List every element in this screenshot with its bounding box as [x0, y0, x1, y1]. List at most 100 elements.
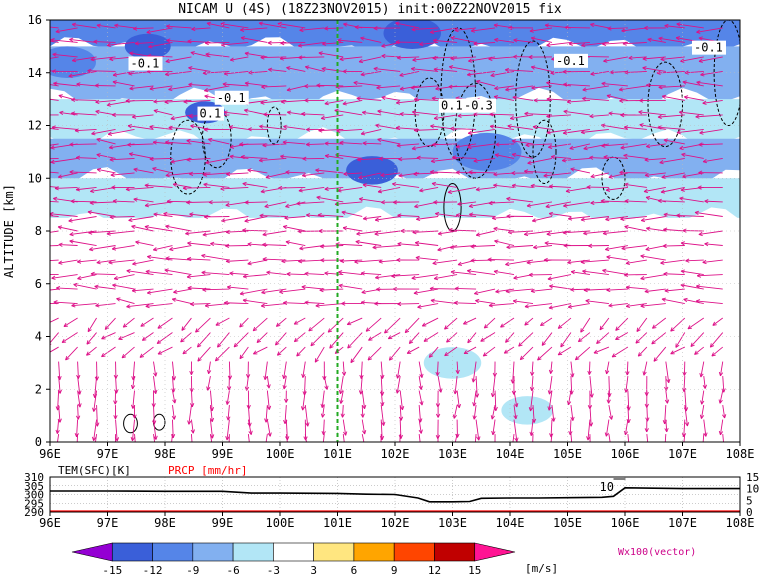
wind-vector-head: [453, 390, 458, 395]
wind-vector: [524, 230, 553, 235]
wind-vector: [593, 346, 610, 354]
wind-vector: [69, 38, 97, 43]
colorbar-cell: [474, 542, 516, 562]
wind-vector-head: [171, 297, 177, 302]
wind-vector-head: [298, 55, 303, 60]
wind-vector-head: [397, 301, 402, 307]
wind-vector: [282, 141, 306, 145]
wind-vector: [543, 172, 571, 177]
wind-vector-head: [279, 56, 284, 61]
contour-label-bg: [128, 56, 163, 71]
wind-vector-head: [433, 276, 439, 281]
wind-vector-head: [645, 417, 650, 422]
wind-vector-head: [244, 386, 250, 391]
wind-vector: [323, 419, 325, 435]
wind-vector-head: [513, 38, 518, 43]
wind-vector-head: [133, 167, 138, 172]
wind-vector: [188, 67, 211, 72]
wind-vector-head: [561, 158, 567, 163]
wind-vector: [680, 56, 704, 62]
wind-vector: [397, 56, 420, 59]
wind-vector: [135, 241, 154, 246]
wind-vector-head: [570, 287, 575, 292]
wind-vector: [603, 230, 628, 235]
wind-vector-head: [419, 188, 424, 193]
wind-vector: [205, 41, 230, 44]
wind-vector: [563, 201, 590, 207]
wind-vector-head: [433, 67, 438, 72]
wind-vector-head: [381, 95, 386, 100]
wind-vector: [53, 82, 78, 87]
wind-vector-head: [683, 297, 688, 303]
wind-vector-head: [568, 430, 573, 436]
wind-vector-head: [530, 371, 535, 376]
wind-vector: [700, 70, 723, 76]
wind-vector: [262, 230, 287, 236]
wind-vector: [189, 213, 211, 217]
wind-vector: [76, 187, 97, 191]
wind-vector-head: [608, 111, 613, 116]
wind-vector: [450, 56, 477, 60]
surface-x-tick-label: 101E: [323, 516, 352, 530]
wind-vector-head: [396, 55, 401, 60]
wind-vector: [640, 255, 666, 261]
wind-vector: [262, 244, 287, 246]
wind-vector: [524, 113, 552, 116]
wind-vector-head: [398, 416, 404, 421]
surface-x-tick-label: 106E: [611, 516, 640, 530]
wind-vector: [601, 82, 628, 87]
wind-vector-head: [339, 399, 344, 404]
wind-vector: [663, 139, 685, 145]
wind-vector-head: [266, 384, 271, 389]
wind-vector-head: [398, 434, 403, 439]
wind-vector-head: [299, 246, 304, 251]
wind-vector-head: [468, 58, 473, 63]
wind-vector-head: [37, 213, 41, 216]
wind-vector: [144, 184, 173, 188]
wind-vector: [87, 317, 97, 332]
wind-vector: [170, 114, 192, 120]
wind-vector-head: [310, 341, 315, 347]
wind-vector-head: [185, 231, 190, 236]
wind-vector: [415, 242, 439, 246]
wind-vector: [223, 111, 249, 116]
wind-vector-head: [703, 432, 708, 437]
wind-vector-head: [190, 51, 195, 56]
wind-vector: [646, 434, 649, 442]
wind-vector: [645, 172, 666, 176]
wind-vector: [444, 317, 458, 330]
wind-vector-head: [395, 100, 401, 105]
wind-vector-head: [472, 402, 477, 407]
wind-vector: [638, 111, 666, 116]
wind-vector: [679, 111, 704, 116]
wind-vector-head: [685, 258, 690, 263]
wind-vector: [132, 288, 154, 292]
wind-vector-head: [625, 285, 630, 290]
wind-vector: [375, 216, 401, 221]
wind-vector-head: [171, 376, 177, 381]
colorbar-cell: [434, 542, 476, 562]
wind-vector: [435, 213, 458, 217]
wind-vector-head: [201, 270, 206, 275]
wind-vector-head: [31, 157, 35, 160]
wind-vector-head: [242, 181, 247, 187]
wind-vector: [360, 361, 363, 379]
wind-vector-head: [454, 286, 459, 291]
wind-vector: [304, 376, 306, 396]
wind-vector: [711, 346, 724, 357]
wind-vector: [367, 346, 382, 361]
wind-vector-head: [357, 157, 362, 162]
wind-vector: [414, 129, 439, 131]
wind-vector-head: [504, 67, 510, 73]
wind-vector-head: [602, 231, 607, 236]
wind-vector-head: [354, 25, 359, 30]
wind-vector-head: [483, 324, 489, 329]
wind-vector-head: [296, 352, 301, 357]
wind-vector-head: [126, 269, 131, 274]
wind-vector: [76, 419, 79, 437]
wind-vector-head: [567, 260, 572, 265]
wind-vector-head: [637, 352, 643, 357]
wind-vector-head: [109, 214, 114, 220]
wind-vector-head: [670, 327, 675, 332]
wind-vector: [356, 230, 382, 235]
